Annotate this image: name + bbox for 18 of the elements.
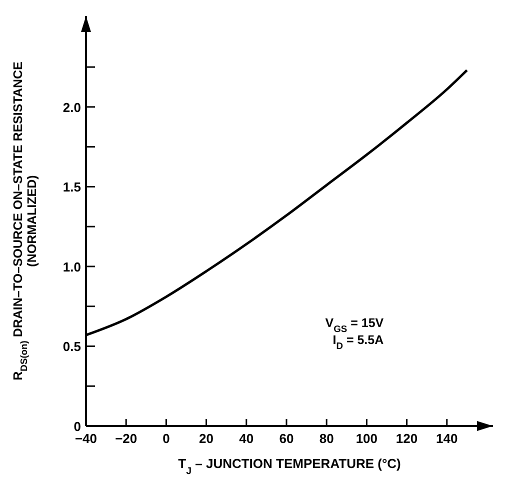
x-tick-label: 120: [396, 431, 418, 446]
x-tick-label: −20: [115, 431, 138, 446]
y-tick-label: 1.5: [62, 180, 81, 195]
x-tick-label: 140: [436, 431, 458, 446]
x-tick-label: 80: [319, 431, 334, 446]
x-axis-title: T$_{J}$ – JUNCTION TEMPERATURE (°C): [178, 456, 401, 476]
y-tick-label: 0.5: [62, 339, 81, 354]
x-tick-label: 20: [199, 431, 214, 446]
y-tick-label: 1.0: [62, 259, 81, 274]
x-tick-label: 60: [279, 431, 294, 446]
x-tick-label: 0: [162, 431, 170, 446]
annotation: I$_{D}$ = 5.5A: [332, 333, 384, 352]
x-tick-label: 40: [239, 431, 254, 446]
y-tick-label: 2.0: [62, 100, 81, 115]
x-tick-label: 100: [356, 431, 378, 446]
y-tick-label: 0: [74, 419, 81, 434]
annotation: V$_{GS}$ = 15V: [325, 316, 384, 334]
x-tick-label: −40: [74, 431, 98, 446]
